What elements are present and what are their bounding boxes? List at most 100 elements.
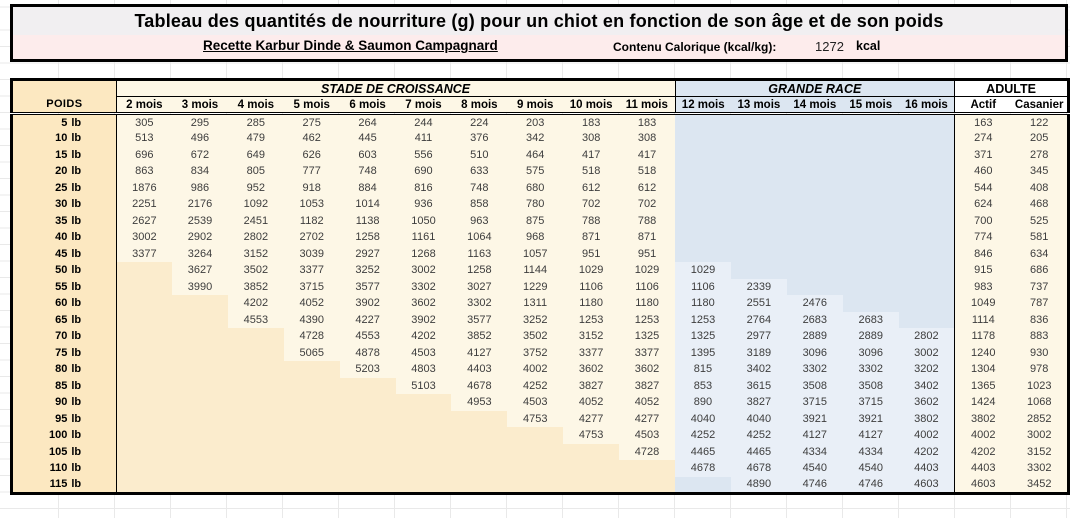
row-label-20-lb[interactable]: 20 lb: [11, 163, 117, 180]
data-cell[interactable]: 2889: [786, 328, 843, 345]
data-cell[interactable]: [675, 476, 731, 493]
row-label-50-lb[interactable]: 50 lb: [11, 262, 117, 279]
data-cell[interactable]: 4678: [451, 377, 508, 394]
data-cell[interactable]: [283, 443, 340, 460]
data-cell[interactable]: [786, 196, 843, 213]
data-cell[interactable]: 2683: [786, 311, 843, 328]
data-cell[interactable]: 4252: [675, 427, 731, 444]
data-cell[interactable]: 3402: [898, 377, 955, 394]
data-cell[interactable]: [227, 427, 284, 444]
data-cell[interactable]: 5065: [283, 344, 340, 361]
data-cell[interactable]: [339, 410, 396, 427]
data-cell[interactable]: 575: [507, 163, 564, 180]
data-cell[interactable]: [283, 427, 340, 444]
data-cell[interactable]: 203: [507, 113, 564, 130]
data-cell[interactable]: 1304: [954, 361, 1012, 378]
data-cell[interactable]: 3577: [339, 278, 396, 295]
data-cell[interactable]: [786, 113, 843, 130]
row-label-95-lb[interactable]: 95 lb: [11, 410, 117, 427]
data-cell[interactable]: 853: [675, 377, 731, 394]
data-cell[interactable]: [842, 229, 899, 246]
data-cell[interactable]: 2251: [116, 196, 173, 213]
col-header-12-mois[interactable]: 12 mois: [674, 96, 731, 115]
data-cell[interactable]: [172, 377, 228, 394]
data-cell[interactable]: [786, 229, 843, 246]
data-cell[interactable]: 612: [619, 179, 675, 196]
data-cell[interactable]: 626: [283, 146, 340, 163]
data-cell[interactable]: 951: [563, 245, 620, 262]
data-cell[interactable]: 556: [395, 146, 452, 163]
col-header-11-mois[interactable]: 11 mois: [619, 96, 675, 115]
data-cell[interactable]: [116, 361, 173, 378]
row-label-15-lb[interactable]: 15 lb: [11, 146, 117, 163]
data-cell[interactable]: 4878: [339, 344, 396, 361]
data-cell[interactable]: [619, 476, 675, 493]
col-header-5-mois[interactable]: 5 mois: [283, 96, 340, 115]
data-cell[interactable]: [842, 295, 899, 312]
data-cell[interactable]: [507, 427, 564, 444]
data-cell[interactable]: 4603: [898, 476, 955, 493]
data-cell[interactable]: 4390: [283, 311, 340, 328]
data-cell[interactable]: 4334: [842, 443, 899, 460]
data-cell[interactable]: 4503: [619, 427, 675, 444]
data-cell[interactable]: 518: [563, 163, 620, 180]
data-cell[interactable]: 4052: [619, 394, 675, 411]
data-cell[interactable]: 408: [1011, 179, 1069, 196]
data-cell[interactable]: 690: [395, 163, 452, 180]
data-cell[interactable]: [898, 262, 955, 279]
data-cell[interactable]: 3252: [339, 262, 396, 279]
data-cell[interactable]: 2764: [730, 311, 787, 328]
data-cell[interactable]: [227, 443, 284, 460]
data-cell[interactable]: [842, 179, 899, 196]
data-cell[interactable]: [675, 229, 731, 246]
data-cell[interactable]: 3302: [786, 361, 843, 378]
data-cell[interactable]: 915: [954, 262, 1012, 279]
data-cell[interactable]: [898, 163, 955, 180]
data-cell[interactable]: [730, 212, 787, 229]
data-cell[interactable]: [172, 328, 228, 345]
row-label-85-lb[interactable]: 85 lb: [11, 377, 117, 394]
data-cell[interactable]: 4540: [842, 460, 899, 477]
data-cell[interactable]: 696: [116, 146, 173, 163]
col-header-6-mois[interactable]: 6 mois: [339, 96, 396, 115]
data-cell[interactable]: 3827: [563, 377, 620, 394]
col-header-casanier[interactable]: Casanier: [1011, 96, 1069, 115]
row-label-100-lb[interactable]: 100 lb: [11, 427, 117, 444]
data-cell[interactable]: 3302: [1011, 460, 1069, 477]
data-cell[interactable]: 205: [1011, 130, 1069, 147]
group-header-adulte[interactable]: ADULTE: [954, 79, 1069, 97]
data-cell[interactable]: 3802: [954, 410, 1012, 427]
data-cell[interactable]: 4678: [730, 460, 787, 477]
data-cell[interactable]: 1258: [451, 262, 508, 279]
data-cell[interactable]: [675, 163, 731, 180]
data-cell[interactable]: 4890: [730, 476, 787, 493]
data-cell[interactable]: 4553: [339, 328, 396, 345]
data-cell[interactable]: 3715: [842, 394, 899, 411]
data-cell[interactable]: 1029: [563, 262, 620, 279]
data-cell[interactable]: [675, 130, 731, 147]
data-cell[interactable]: 3508: [786, 377, 843, 394]
data-cell[interactable]: 884: [339, 179, 396, 196]
data-cell[interactable]: 3508: [842, 377, 899, 394]
data-cell[interactable]: 4202: [954, 443, 1012, 460]
data-cell[interactable]: 4202: [227, 295, 284, 312]
data-cell[interactable]: 2539: [172, 212, 228, 229]
data-cell[interactable]: 274: [954, 130, 1012, 147]
data-cell[interactable]: [283, 476, 340, 493]
data-cell[interactable]: 788: [619, 212, 675, 229]
group-header-grande-race[interactable]: GRANDE RACE: [674, 79, 955, 97]
data-cell[interactable]: 4503: [507, 394, 564, 411]
data-cell[interactable]: [227, 460, 284, 477]
data-cell[interactable]: 2339: [730, 278, 787, 295]
data-cell[interactable]: 3852: [451, 328, 508, 345]
data-cell[interactable]: 3802: [898, 410, 955, 427]
data-cell[interactable]: 462: [283, 130, 340, 147]
data-cell[interactable]: 3990: [172, 278, 228, 295]
row-label-55-lb[interactable]: 55 lb: [11, 278, 117, 295]
data-cell[interactable]: 518: [619, 163, 675, 180]
data-cell[interactable]: 4728: [619, 443, 675, 460]
data-cell[interactable]: 4052: [283, 295, 340, 312]
data-cell[interactable]: 2889: [842, 328, 899, 345]
data-cell[interactable]: [563, 443, 620, 460]
row-label-5-lb[interactable]: 5 lb: [11, 113, 117, 130]
